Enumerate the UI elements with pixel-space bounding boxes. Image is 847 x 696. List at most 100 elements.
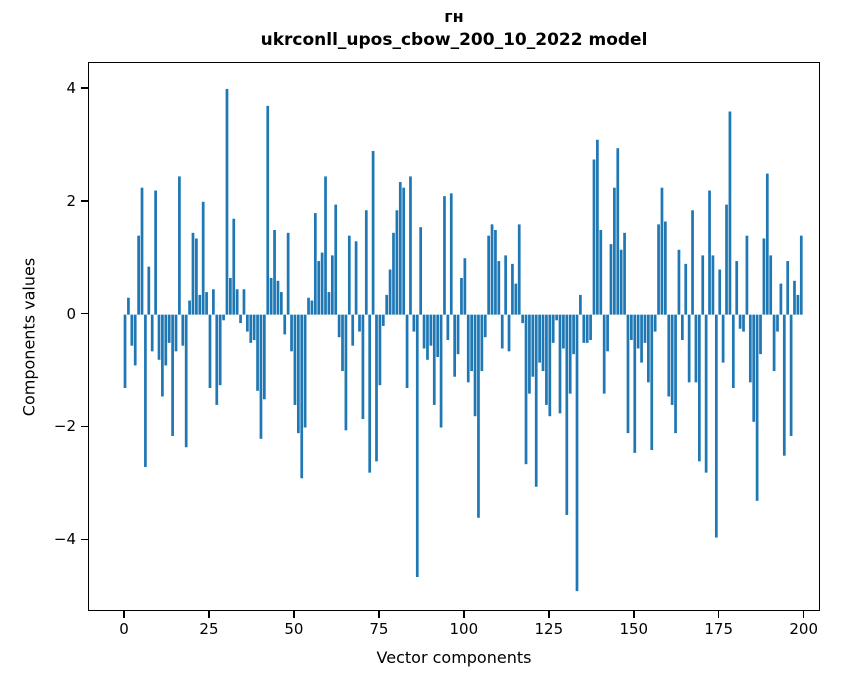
bar <box>436 314 440 357</box>
bar <box>592 159 596 315</box>
bar <box>167 314 171 343</box>
x-tick-mark <box>293 611 295 618</box>
x-tick-mark <box>802 611 805 618</box>
bar <box>524 314 528 465</box>
bar <box>378 314 382 386</box>
bar <box>208 314 212 388</box>
bar <box>677 249 681 315</box>
bar <box>708 190 711 315</box>
bar <box>664 221 667 315</box>
bar <box>647 314 650 383</box>
bar <box>402 187 406 315</box>
bar <box>133 314 137 366</box>
bar <box>313 213 317 315</box>
bar <box>782 314 786 456</box>
y-axis-label: Components values <box>19 257 39 417</box>
bar <box>381 314 385 326</box>
bar <box>541 314 545 372</box>
x-tick-label: 75 <box>369 620 389 638</box>
bar <box>296 314 300 434</box>
bar <box>483 314 487 338</box>
bar <box>579 294 582 315</box>
bar <box>769 255 773 315</box>
bar <box>239 314 242 324</box>
bar <box>375 314 378 462</box>
bar <box>558 314 562 414</box>
x-tick-mark <box>463 611 465 618</box>
bar <box>555 314 558 321</box>
bar <box>728 111 732 315</box>
x-tick-label: 0 <box>119 620 129 638</box>
bar <box>307 297 310 315</box>
bar <box>687 314 691 383</box>
bar <box>463 258 467 315</box>
y-tick-label: 4 <box>66 78 76 97</box>
bar <box>660 187 664 315</box>
bar <box>181 314 185 346</box>
bar <box>242 289 246 315</box>
x-tick-mark <box>123 611 125 618</box>
bar <box>174 314 178 352</box>
bar <box>779 283 783 315</box>
bar <box>718 269 722 315</box>
bar <box>446 314 450 341</box>
bar <box>691 210 694 315</box>
bar <box>327 292 331 315</box>
bar <box>735 261 739 315</box>
bar <box>422 314 426 349</box>
bar <box>249 314 253 343</box>
bar <box>762 238 766 315</box>
y-tick-mark <box>81 538 88 541</box>
bar <box>786 261 790 315</box>
bar <box>212 289 215 315</box>
bar <box>602 314 606 394</box>
bar <box>368 314 372 473</box>
bar <box>626 314 630 434</box>
bar <box>235 289 239 315</box>
bar <box>575 314 579 592</box>
bar <box>426 314 429 360</box>
bar <box>405 314 409 388</box>
bar <box>589 314 592 341</box>
x-tick-mark <box>717 611 720 618</box>
bar <box>137 235 140 315</box>
y-tick-mark <box>81 425 88 428</box>
x-tick-label: 150 <box>619 620 649 638</box>
bar <box>439 314 443 428</box>
bar <box>317 261 321 315</box>
bar <box>545 314 548 405</box>
bar <box>572 314 575 355</box>
bar <box>409 176 412 315</box>
bar <box>776 314 779 332</box>
x-tick-label: 100 <box>449 620 479 638</box>
bar <box>599 230 603 315</box>
bar <box>334 204 338 315</box>
bar <box>218 314 222 386</box>
bar <box>161 314 164 397</box>
y-tick-mark <box>81 312 88 315</box>
bar <box>293 314 297 405</box>
bar <box>551 314 555 343</box>
bar <box>538 314 541 363</box>
bar <box>507 314 511 352</box>
bar <box>793 280 796 315</box>
bar <box>395 210 399 315</box>
bar <box>497 261 501 315</box>
bar <box>470 314 474 372</box>
y-tick-label: −4 <box>53 530 76 549</box>
bar <box>742 314 745 332</box>
bar <box>286 232 290 315</box>
bar <box>300 314 304 479</box>
bar <box>759 314 762 355</box>
x-tick-label: 200 <box>789 620 818 638</box>
y-tick-label: −2 <box>53 417 76 436</box>
bar <box>534 314 538 487</box>
bar <box>398 182 402 315</box>
bar <box>619 249 623 315</box>
bar <box>351 314 355 346</box>
bar <box>157 314 161 360</box>
bar <box>273 230 276 315</box>
bar <box>276 280 280 315</box>
x-tick-label: 125 <box>534 620 564 638</box>
bar <box>511 263 514 315</box>
